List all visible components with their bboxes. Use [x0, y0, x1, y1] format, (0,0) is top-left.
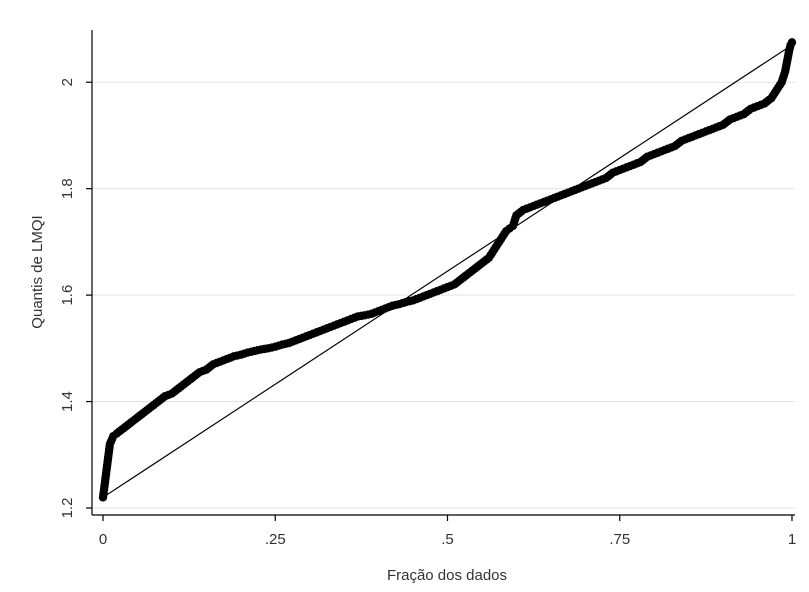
y-ticks: 1.2 1.4 1.6 1.8 2	[59, 78, 92, 518]
x-tick-label: .75	[609, 531, 630, 548]
x-axis-title: Fração dos dados	[387, 567, 507, 584]
y-tick-label: 1.4	[59, 391, 76, 412]
gridlines	[92, 81, 795, 509]
data-point	[787, 38, 797, 47]
x-tick-label: 1	[788, 531, 796, 548]
reference-line-group	[102, 44, 793, 498]
y-tick-label: 2	[59, 78, 76, 86]
axes	[91, 30, 795, 516]
y-tick-label: 1.8	[59, 178, 76, 199]
x-ticks: 0 .25 .5 .75 1	[99, 515, 796, 548]
y-tick-label: 1.6	[59, 285, 76, 306]
y-axis-title: Quantis de LMQI	[29, 215, 46, 328]
y-tick-label: 1.2	[59, 498, 76, 519]
x-tick-label: 0	[99, 531, 107, 548]
reference-line	[102, 44, 793, 498]
x-tick-label: .25	[265, 531, 286, 548]
x-tick-label: .5	[441, 531, 454, 548]
data-points	[98, 38, 797, 502]
